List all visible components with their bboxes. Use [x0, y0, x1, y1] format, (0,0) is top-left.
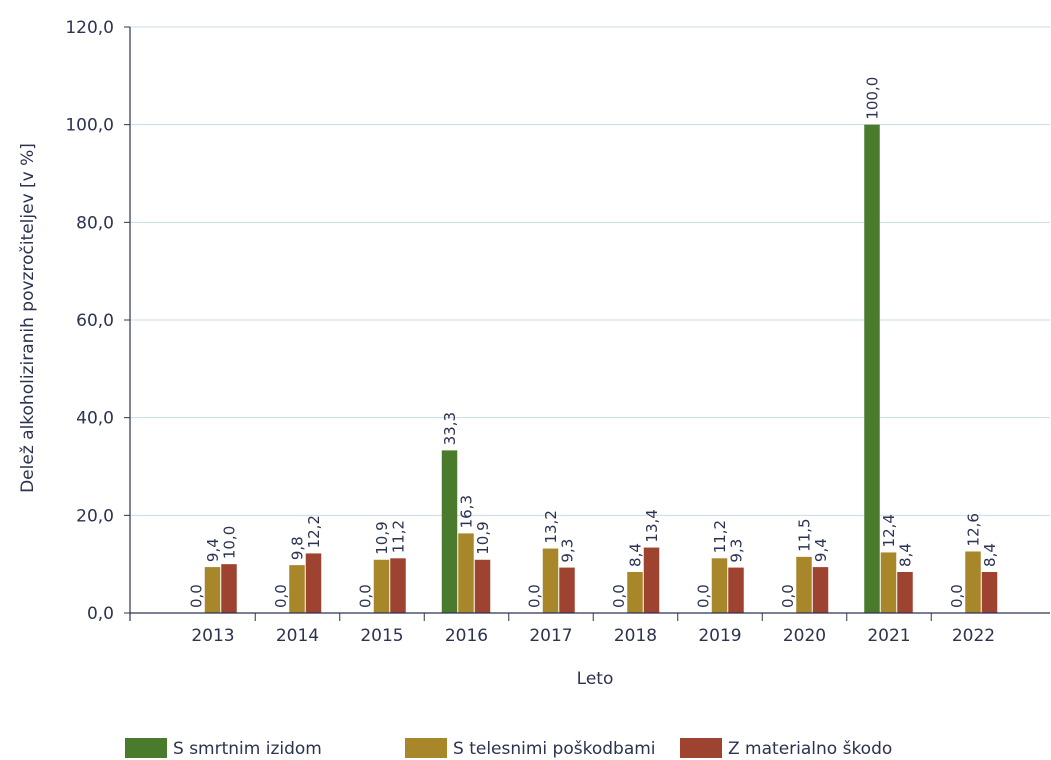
x-axis-title: Leto: [577, 669, 614, 689]
data-label: 11,2: [711, 520, 729, 553]
data-label: 11,5: [796, 518, 814, 551]
data-label: 0,0: [779, 584, 797, 608]
bar: [880, 552, 897, 613]
bar: [289, 565, 305, 613]
legend-swatch: [405, 738, 447, 758]
data-label: 16,3: [458, 495, 476, 528]
data-label: 9,8: [289, 536, 307, 560]
bar: [728, 567, 744, 613]
y-tick-label: 0,0: [87, 604, 114, 624]
grid-lines: [130, 26, 1050, 516]
data-label: 8,4: [897, 543, 915, 567]
x-tick-label: 2019: [698, 626, 741, 646]
legend-swatch: [125, 738, 167, 758]
data-label: 0,0: [610, 584, 628, 608]
x-tick-label: 2016: [445, 626, 488, 646]
x-tick-label: 2018: [614, 626, 657, 646]
bar: [458, 533, 474, 613]
data-label: 0,0: [272, 584, 290, 608]
bar: [796, 556, 812, 613]
data-labels: 0,09,410,00,09,812,20,010,911,233,316,31…: [188, 77, 1000, 608]
bar: [390, 558, 406, 613]
bar: [204, 567, 221, 613]
data-label: 10,9: [373, 521, 391, 554]
data-label: 13,2: [542, 510, 560, 543]
y-tick-label: 20,0: [76, 506, 114, 526]
data-label: 0,0: [357, 584, 375, 608]
data-label: 0,0: [695, 584, 713, 608]
bar: [474, 559, 491, 613]
x-tick-label: 2022: [952, 626, 995, 646]
bar: [441, 450, 458, 613]
bar: [221, 564, 237, 613]
y-tick-label: 120,0: [65, 18, 114, 38]
data-label: 0,0: [948, 584, 966, 608]
x-tick-label: 2017: [529, 626, 572, 646]
bar: [643, 547, 660, 613]
data-label: 8,4: [627, 543, 645, 567]
y-tick-label: 80,0: [76, 213, 114, 233]
y-axis-title: Delež alkoholiziranih povzročiteljev [v …: [18, 143, 38, 493]
bar: [627, 571, 643, 613]
x-tick-label: 2015: [360, 626, 403, 646]
y-tick-label: 100,0: [65, 116, 114, 136]
data-label: 11,2: [390, 520, 408, 553]
x-tick-label: 2013: [191, 626, 234, 646]
bars: [204, 124, 998, 614]
bar: [559, 567, 575, 613]
data-label: 9,4: [812, 538, 830, 562]
axes: [124, 26, 1050, 621]
data-label: 10,9: [474, 521, 492, 554]
data-label: 9,3: [559, 539, 577, 563]
legend-label: Z materialno škodo: [728, 739, 892, 759]
bar: [864, 124, 880, 614]
x-tick-label: 2020: [783, 626, 826, 646]
data-label: 0,0: [188, 584, 206, 608]
data-label: 12,6: [965, 513, 983, 546]
x-tick-label: 2021: [867, 626, 910, 646]
legend-label: S smrtnim izidom: [173, 739, 322, 759]
legend-swatch: [680, 738, 722, 758]
bar: [711, 558, 728, 613]
data-label: 12,2: [305, 515, 323, 548]
data-label: 9,4: [204, 538, 222, 562]
bar: [373, 559, 390, 613]
bar: [542, 548, 559, 613]
legend: S smrtnim izidom S telesnimi poškodbami Z …: [125, 738, 892, 759]
bar: [305, 553, 322, 613]
data-label: 12,4: [880, 514, 898, 547]
data-label: 13,4: [643, 509, 661, 542]
bar: [812, 567, 829, 613]
legend-label: S telesnimi poškodbami: [453, 739, 656, 759]
data-label: 100,0: [864, 77, 882, 120]
data-label: 10,0: [221, 526, 239, 559]
x-tick-label: 2014: [276, 626, 319, 646]
y-tick-label: 40,0: [76, 409, 114, 429]
y-tick-label: 60,0: [76, 311, 114, 331]
bar: [965, 551, 981, 613]
data-label: 0,0: [526, 584, 544, 608]
bar: [897, 571, 913, 613]
bar: [981, 571, 998, 613]
data-label: 33,3: [441, 412, 459, 445]
data-label: 9,3: [728, 539, 746, 563]
tick-labels: 0,0 20,0 40,0 60,0 80,0 100,0 120,0 2013 2014 201…: [65, 18, 995, 646]
data-label: 8,4: [981, 543, 999, 567]
